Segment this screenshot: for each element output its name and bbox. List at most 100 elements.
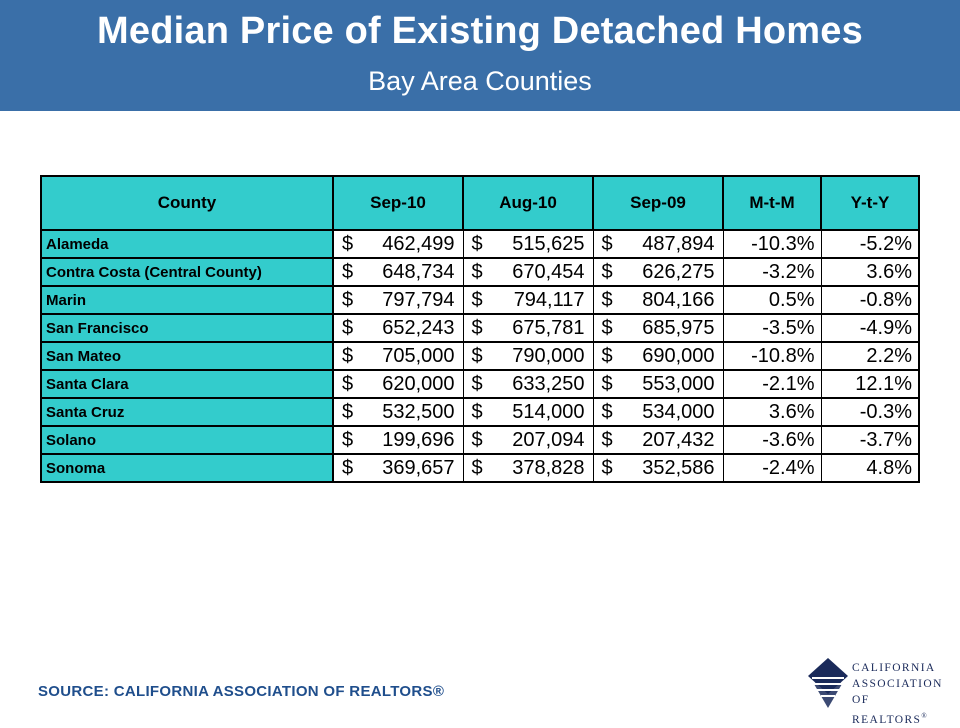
car-logo-icon xyxy=(808,658,848,708)
price-cell-aug10: $675,781 xyxy=(462,313,594,343)
table-row: Alameda $462,499 $515,625 $487,894 -10.3% -5.… xyxy=(40,229,920,259)
change-cell-mtm: -3.6% xyxy=(722,425,822,455)
change-cell-yty: -0.8% xyxy=(820,285,920,315)
price-amount: 534,000 xyxy=(642,400,715,423)
county-cell: San Francisco xyxy=(40,313,334,343)
price-cell-sep10: $462,499 xyxy=(332,229,464,259)
table-row: Santa Clara $620,000 $633,250 $553,000 -2.1%… xyxy=(40,369,920,399)
county-cell: Alameda xyxy=(40,229,334,259)
county-cell: Sonoma xyxy=(40,453,334,483)
currency-sign: $ xyxy=(601,232,613,255)
currency-sign: $ xyxy=(342,344,354,367)
price-amount: 790,000 xyxy=(512,344,585,367)
currency-sign: $ xyxy=(601,400,613,423)
price-amount: 794,117 xyxy=(513,288,585,311)
table-row: Santa Cruz $532,500 $514,000 $534,000 3.6% -0… xyxy=(40,397,920,427)
table-row: Sonoma $369,657 $378,828 $352,586 -2.4% 4.8% xyxy=(40,453,920,483)
column-header-sep-09: Sep-09 xyxy=(592,175,724,231)
price-amount: 352,586 xyxy=(642,456,715,479)
price-cell-sep09: $685,975 xyxy=(592,313,724,343)
change-cell-mtm: -3.5% xyxy=(722,313,822,343)
price-amount: 532,500 xyxy=(382,400,455,423)
price-cell-sep10: $652,243 xyxy=(332,313,464,343)
logo-line-1: CALIFORNIA xyxy=(852,662,936,674)
price-cell-sep09: $626,275 xyxy=(592,257,724,287)
column-header-y-t-y: Y-t-Y xyxy=(820,175,920,231)
price-amount: 369,657 xyxy=(382,456,455,479)
currency-sign: $ xyxy=(342,288,354,311)
currency-sign: $ xyxy=(471,260,483,283)
price-cell-sep10: $532,500 xyxy=(332,397,464,427)
price-cell-sep09: $534,000 xyxy=(592,397,724,427)
price-cell-sep10: $369,657 xyxy=(332,453,464,483)
currency-sign: $ xyxy=(471,456,483,479)
change-cell-yty: 12.1% xyxy=(820,369,920,399)
price-cell-sep10: $705,000 xyxy=(332,341,464,371)
table-row: San Francisco $652,243 $675,781 $685,975 -3.… xyxy=(40,313,920,343)
price-cell-sep10: $797,794 xyxy=(332,285,464,315)
table-header-row: County Sep-10 Aug-10 Sep-09 M-t-M Y-t-Y xyxy=(40,175,920,231)
price-amount: 378,828 xyxy=(512,456,585,479)
currency-sign: $ xyxy=(342,232,354,255)
currency-sign: $ xyxy=(471,428,483,451)
table-row: San Mateo $705,000 $790,000 $690,000 -10.8% 2… xyxy=(40,341,920,371)
price-amount: 652,243 xyxy=(382,316,455,339)
car-logo: CALIFORNIA ASSOCIATION OF REALTORS® xyxy=(806,656,946,726)
change-cell-mtm: -2.1% xyxy=(722,369,822,399)
currency-sign: $ xyxy=(342,260,354,283)
price-cell-aug10: $670,454 xyxy=(462,257,594,287)
price-cell-aug10: $514,000 xyxy=(462,397,594,427)
price-amount: 705,000 xyxy=(382,344,455,367)
currency-sign: $ xyxy=(342,316,354,339)
price-amount: 462,499 xyxy=(382,232,455,255)
price-cell-sep09: $690,000 xyxy=(592,341,724,371)
price-amount: 797,794 xyxy=(382,288,455,311)
price-amount: 670,454 xyxy=(512,260,585,283)
price-amount: 804,166 xyxy=(642,288,715,311)
currency-sign: $ xyxy=(471,232,483,255)
logo-registered-mark: ® xyxy=(921,712,929,720)
price-cell-sep09: $352,586 xyxy=(592,453,724,483)
currency-sign: $ xyxy=(601,316,613,339)
page-subtitle: Bay Area Counties xyxy=(368,66,592,96)
currency-sign: $ xyxy=(342,372,354,395)
currency-sign: $ xyxy=(471,372,483,395)
column-header-m-t-m: M-t-M xyxy=(722,175,822,231)
price-cell-sep10: $620,000 xyxy=(332,369,464,399)
change-cell-yty: -4.9% xyxy=(820,313,920,343)
change-cell-yty: 3.6% xyxy=(820,257,920,287)
price-amount: 487,894 xyxy=(642,232,715,255)
currency-sign: $ xyxy=(471,344,483,367)
currency-sign: $ xyxy=(471,288,483,311)
county-cell: Solano xyxy=(40,425,334,455)
change-cell-mtm: -10.3% xyxy=(722,229,822,259)
price-cell-sep09: $804,166 xyxy=(592,285,724,315)
table-row: Marin $797,794 $794,117 $804,166 0.5% -0.8% xyxy=(40,285,920,315)
table-body: Alameda $462,499 $515,625 $487,894 -10.3% -5.… xyxy=(40,229,920,483)
price-cell-sep09: $207,432 xyxy=(592,425,724,455)
price-amount: 515,625 xyxy=(512,232,585,255)
currency-sign: $ xyxy=(342,400,354,423)
price-cell-aug10: $790,000 xyxy=(462,341,594,371)
county-cell: Santa Clara xyxy=(40,369,334,399)
change-cell-mtm: 3.6% xyxy=(722,397,822,427)
price-cell-sep10: $199,696 xyxy=(332,425,464,455)
change-cell-yty: -5.2% xyxy=(820,229,920,259)
price-amount: 199,696 xyxy=(382,428,455,451)
price-amount: 553,000 xyxy=(642,372,715,395)
price-amount: 207,432 xyxy=(642,428,715,451)
change-cell-mtm: 0.5% xyxy=(722,285,822,315)
column-header-county: County xyxy=(40,175,334,231)
price-amount: 690,000 xyxy=(642,344,715,367)
change-cell-mtm: -10.8% xyxy=(722,341,822,371)
price-amount: 620,000 xyxy=(382,372,455,395)
logo-line-2: ASSOCIATION xyxy=(852,678,943,690)
price-amount: 207,094 xyxy=(512,428,585,451)
county-cell: San Mateo xyxy=(40,341,334,371)
page-title: Median Price of Existing Detached Homes xyxy=(97,10,863,52)
change-cell-mtm: -2.4% xyxy=(722,453,822,483)
change-cell-mtm: -3.2% xyxy=(722,257,822,287)
county-cell: Santa Cruz xyxy=(40,397,334,427)
currency-sign: $ xyxy=(601,456,613,479)
price-amount: 514,000 xyxy=(512,400,585,423)
